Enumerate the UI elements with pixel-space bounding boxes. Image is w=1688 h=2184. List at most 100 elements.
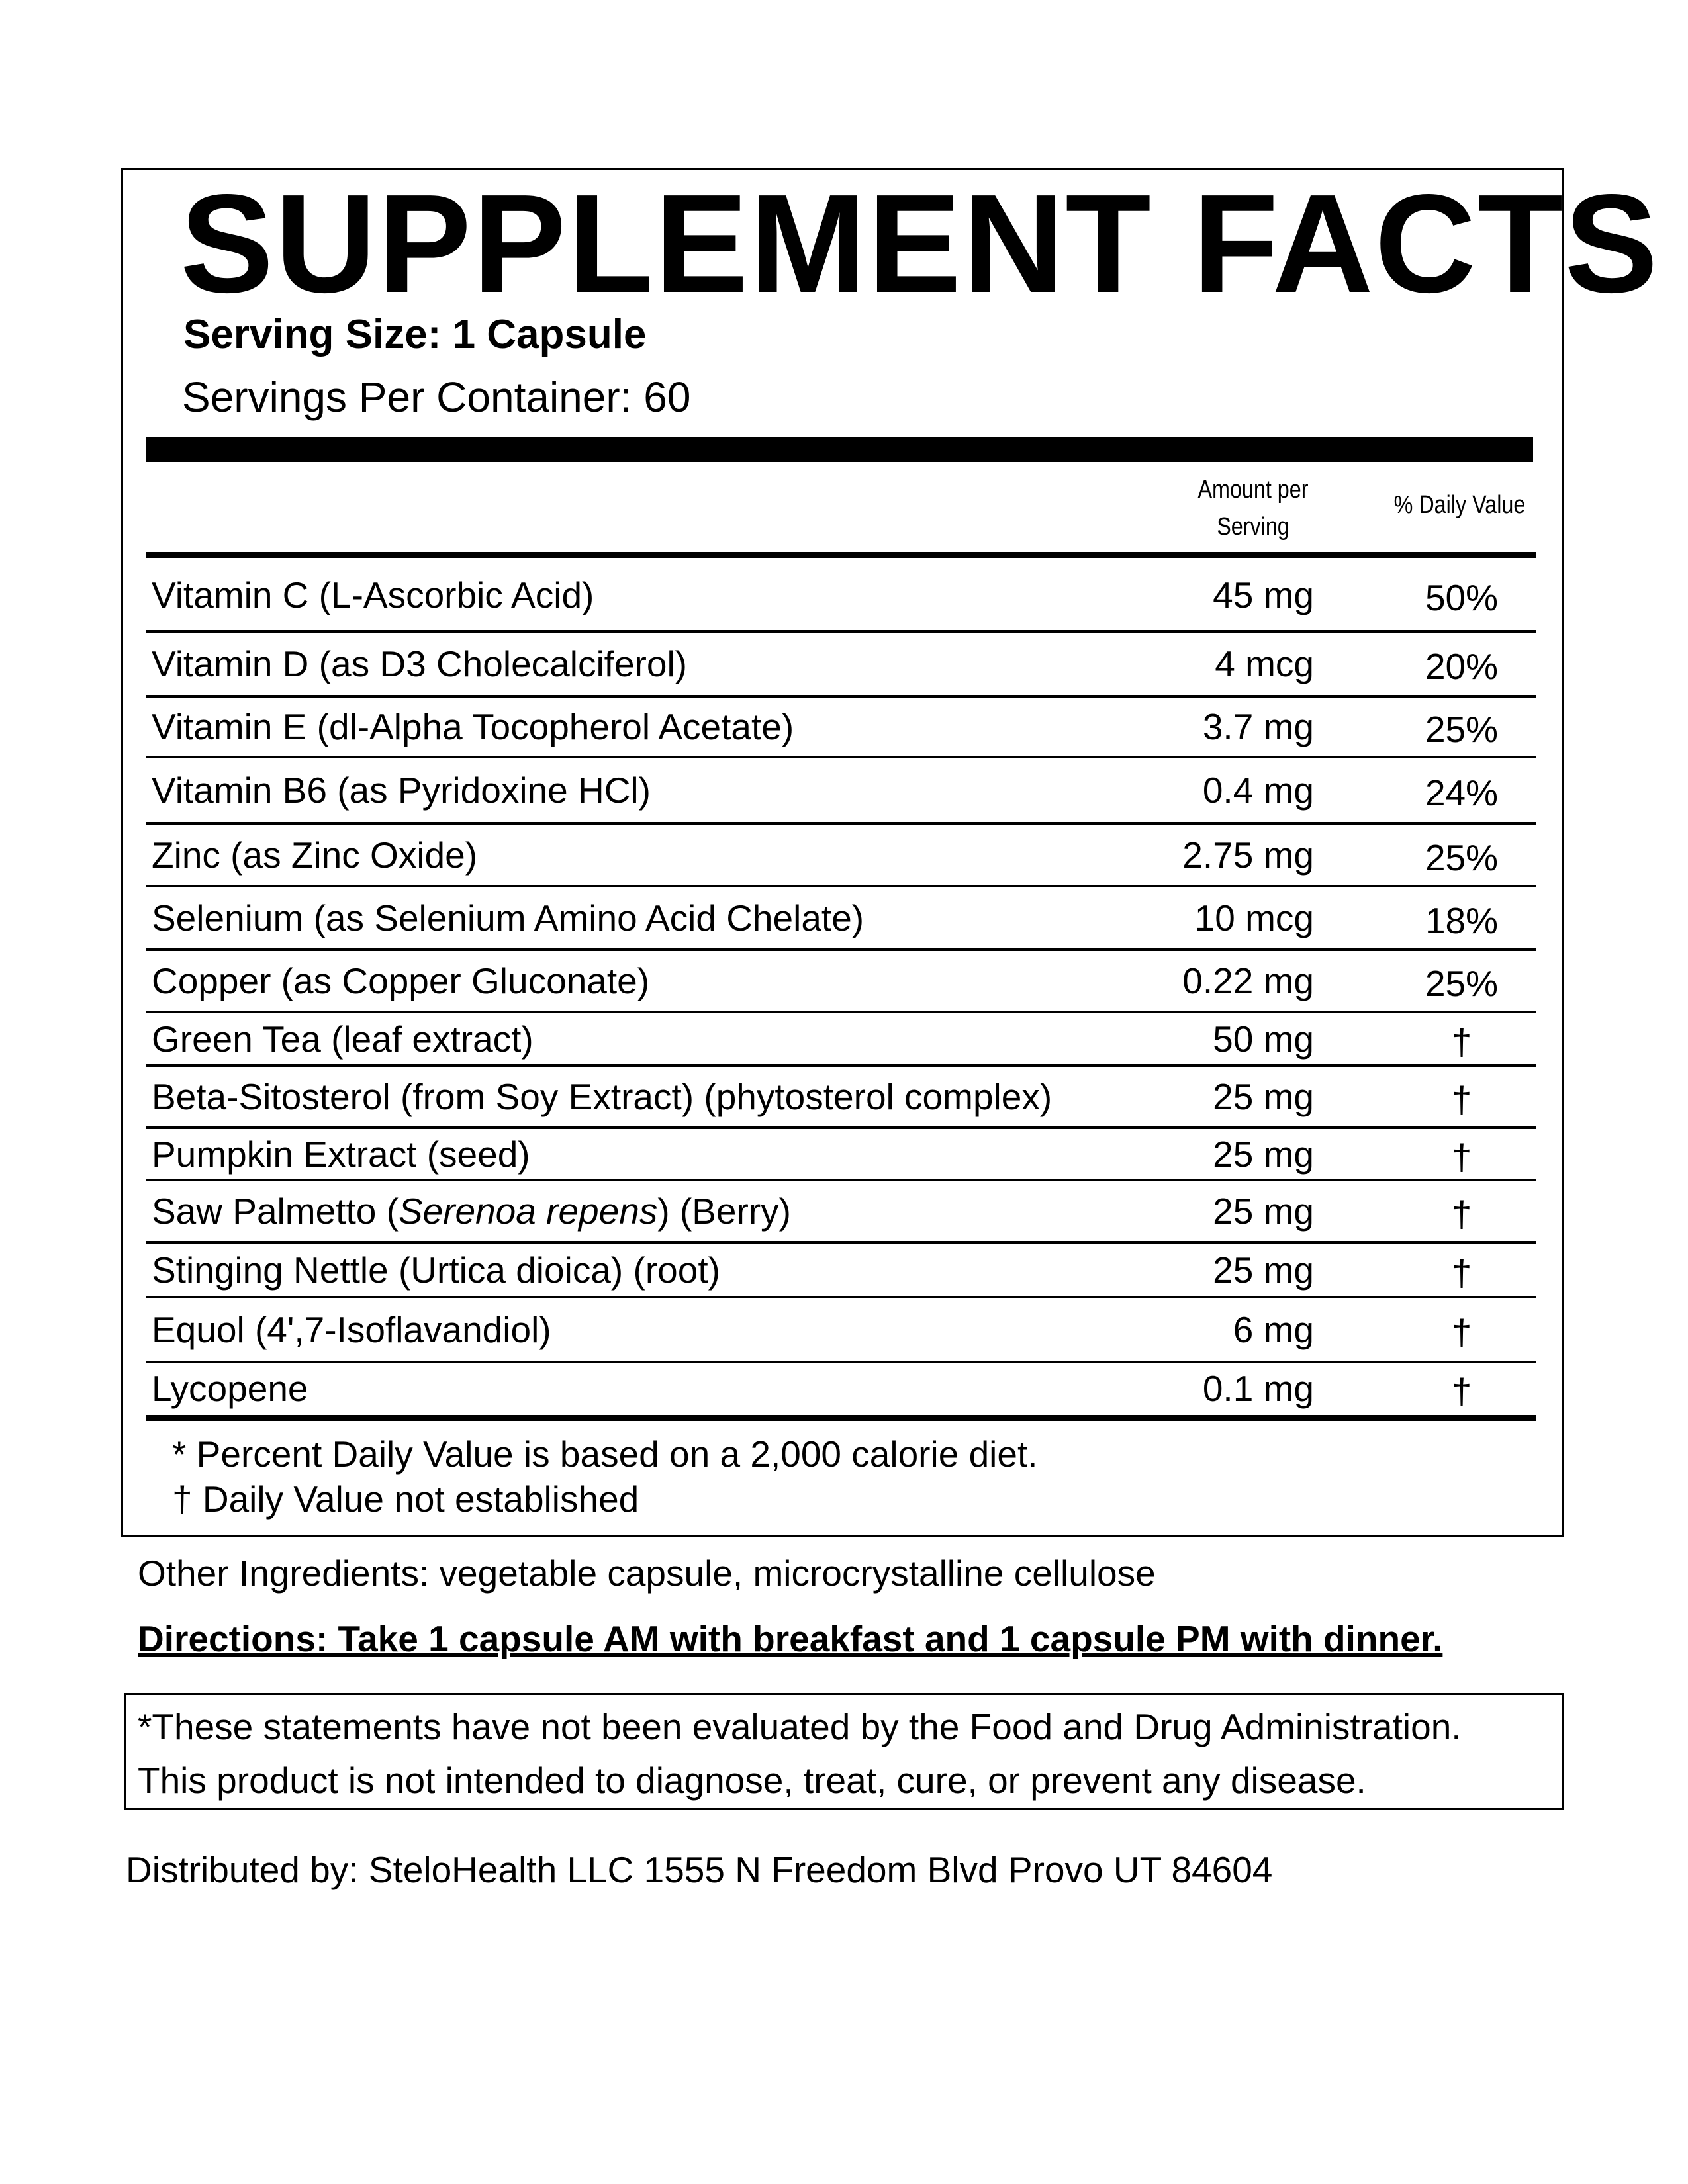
disclaimer-line-2: This product is not intended to diagnose… bbox=[138, 1760, 1366, 1801]
row-divider bbox=[146, 1296, 1536, 1298]
ingredient-name: Equol (4',7-Isoflavandiol) bbox=[152, 1308, 551, 1351]
table-row: Lycopene 0.1 mg † bbox=[146, 1362, 1536, 1415]
row-divider bbox=[146, 630, 1536, 633]
directions: Directions: Take 1 capsule AM with break… bbox=[138, 1618, 1443, 1659]
ingredient-name: Green Tea (leaf extract) bbox=[152, 1018, 534, 1060]
table-row: Vitamin E (dl-Alpha Tocopherol Acetate) 3… bbox=[146, 696, 1536, 757]
table-row: Saw Palmetto (Serenoa repens) (Berry) 25 … bbox=[146, 1180, 1536, 1242]
ingredient-name-suffix: ) (Berry) bbox=[657, 1191, 791, 1232]
table-row: Copper (as Copper Gluconate) 0.22 mg 25% bbox=[146, 950, 1536, 1012]
daily-value-percent: † bbox=[1451, 1193, 1472, 1234]
row-divider bbox=[146, 1064, 1536, 1067]
header-divider bbox=[146, 552, 1536, 558]
daily-value-percent: 25% bbox=[1425, 709, 1499, 750]
table-row: Beta-Sitosterol (from Soy Extract) (phyt… bbox=[146, 1066, 1536, 1128]
ingredient-name-text: Copper (as Copper Gluconate) bbox=[152, 960, 650, 1001]
ingredient-name-text: Equol (4',7-Isoflavandiol) bbox=[152, 1309, 551, 1350]
amount-per-serving: 25 mg bbox=[1213, 1134, 1314, 1175]
amount-per-serving: 6 mg bbox=[1233, 1309, 1314, 1350]
ingredient-name-text: Vitamin B6 (as Pyridoxine HCl) bbox=[152, 770, 651, 811]
amount-per-serving: 0.1 mg bbox=[1202, 1368, 1314, 1409]
ingredient-name: Copper (as Copper Gluconate) bbox=[152, 960, 649, 1002]
amount-per-serving-header: Amount per Serving bbox=[1197, 476, 1309, 541]
row-divider bbox=[146, 1241, 1536, 1244]
daily-value-percent: † bbox=[1451, 1136, 1472, 1177]
footnote-daily-value: * Percent Daily Value is based on a 2,00… bbox=[172, 1433, 1038, 1475]
daily-value-percent: 20% bbox=[1425, 646, 1499, 687]
panel-title: SUPPLEMENT FACTS bbox=[180, 165, 1660, 322]
amount-per-serving: 4 mcg bbox=[1215, 643, 1314, 684]
ingredient-name: Vitamin E (dl-Alpha Tocopherol Acetate) bbox=[152, 705, 794, 748]
distributor: Distributed by: SteloHealth LLC 1555 N F… bbox=[126, 1849, 1273, 1890]
amount-per-serving: 25 mg bbox=[1213, 1250, 1314, 1291]
disclaimer-box bbox=[124, 1693, 1564, 1810]
row-divider bbox=[146, 1126, 1536, 1129]
amount-per-serving: 0.4 mg bbox=[1202, 770, 1314, 811]
ingredient-name-text: Green Tea (leaf extract) bbox=[152, 1019, 534, 1060]
row-divider bbox=[146, 1361, 1536, 1363]
ingredient-name-text: Selenium (as Selenium Amino Acid Chelate… bbox=[152, 897, 865, 938]
ingredient-name: Vitamin C (L-Ascorbic Acid) bbox=[152, 574, 594, 616]
row-divider bbox=[146, 885, 1536, 887]
table-row: Vitamin D (as D3 Cholecalciferol) 4 mcg 20… bbox=[146, 631, 1536, 696]
amount-per-serving: 50 mg bbox=[1213, 1019, 1314, 1060]
ingredient-name: Beta-Sitosterol (from Soy Extract) (phyt… bbox=[152, 1075, 1052, 1118]
amount-per-serving: 3.7 mg bbox=[1202, 706, 1314, 747]
table-row: Zinc (as Zinc Oxide) 2.75 mg 25% bbox=[146, 823, 1536, 886]
row-divider bbox=[146, 948, 1536, 951]
row-divider bbox=[146, 1179, 1536, 1181]
daily-value-percent: † bbox=[1451, 1371, 1472, 1412]
row-divider bbox=[146, 1011, 1536, 1013]
daily-value-percent: † bbox=[1451, 1021, 1472, 1062]
ingredient-name: Vitamin B6 (as Pyridoxine HCl) bbox=[152, 769, 651, 811]
table-row: Vitamin B6 (as Pyridoxine HCl) 0.4 mg 24% bbox=[146, 757, 1536, 823]
ingredient-name: Lycopene bbox=[152, 1367, 308, 1410]
table-bottom-divider bbox=[146, 1415, 1536, 1421]
supplement-facts-panel bbox=[121, 168, 1564, 1537]
daily-value-header: % Daily Value bbox=[1393, 491, 1526, 519]
amount-per-serving: 10 mcg bbox=[1194, 897, 1314, 938]
row-divider bbox=[146, 822, 1536, 825]
daily-value-percent: 18% bbox=[1425, 900, 1499, 941]
ingredient-name-text: Vitamin C (L-Ascorbic Acid) bbox=[152, 574, 594, 615]
daily-value-percent: † bbox=[1451, 1079, 1472, 1120]
ingredient-name: Saw Palmetto (Serenoa repens) (Berry) bbox=[152, 1190, 791, 1232]
thick-divider bbox=[146, 437, 1533, 462]
table-row: Equol (4',7-Isoflavandiol) 6 mg † bbox=[146, 1297, 1536, 1362]
ingredient-name: Selenium (as Selenium Amino Acid Chelate… bbox=[152, 897, 864, 939]
amount-per-serving: 0.22 mg bbox=[1182, 960, 1314, 1001]
amount-per-serving: 25 mg bbox=[1213, 1191, 1314, 1232]
ingredient-name: Stinging Nettle (Urtica dioica) (root) bbox=[152, 1249, 720, 1291]
daily-value-percent: 24% bbox=[1425, 772, 1499, 813]
table-row: Selenium (as Selenium Amino Acid Chelate… bbox=[146, 886, 1536, 950]
disclaimer-line-1: *These statements have not been evaluate… bbox=[138, 1706, 1462, 1747]
row-divider bbox=[146, 756, 1536, 758]
ingredient-name-text: Lycopene bbox=[152, 1368, 308, 1409]
ingredient-name-text: Vitamin D (as D3 Cholecalciferol) bbox=[152, 643, 687, 684]
ingredient-name-text: Saw Palmetto ( bbox=[152, 1191, 399, 1232]
daily-value-percent: † bbox=[1451, 1312, 1472, 1353]
table-row: Pumpkin Extract (seed) 25 mg † bbox=[146, 1128, 1536, 1180]
ingredient-name-text: Beta-Sitosterol (from Soy Extract) (phyt… bbox=[152, 1076, 1053, 1117]
other-ingredients: Other Ingredients: vegetable capsule, mi… bbox=[138, 1553, 1156, 1594]
amount-per-serving: 45 mg bbox=[1213, 574, 1314, 615]
ingredient-latin-name: Serenoa repens bbox=[398, 1191, 658, 1232]
amount-per-serving: 2.75 mg bbox=[1182, 835, 1314, 876]
table-row: Vitamin C (L-Ascorbic Acid) 45 mg 50% bbox=[146, 558, 1536, 631]
row-divider bbox=[146, 695, 1536, 698]
table-row: Stinging Nettle (Urtica dioica) (root) 25… bbox=[146, 1242, 1536, 1297]
daily-value-percent: † bbox=[1451, 1252, 1472, 1293]
amount-per-serving: 25 mg bbox=[1213, 1076, 1314, 1117]
ingredient-name-text: Zinc (as Zinc Oxide) bbox=[152, 835, 478, 876]
ingredient-name: Zinc (as Zinc Oxide) bbox=[152, 834, 477, 876]
ingredient-name-text: Vitamin E (dl-Alpha Tocopherol Acetate) bbox=[152, 706, 794, 747]
table-row: Green Tea (leaf extract) 50 mg † bbox=[146, 1012, 1536, 1066]
daily-value-percent: 25% bbox=[1425, 837, 1499, 878]
daily-value-percent: 50% bbox=[1425, 577, 1499, 618]
ingredient-name-text: Pumpkin Extract (seed) bbox=[152, 1134, 530, 1175]
servings-per-container: Servings Per Container: 60 bbox=[182, 373, 691, 421]
serving-size: Serving Size: 1 Capsule bbox=[183, 312, 647, 357]
footnote-not-established: † Daily Value not established bbox=[172, 1479, 639, 1520]
ingredient-name-text: Stinging Nettle (Urtica dioica) (root) bbox=[152, 1250, 720, 1291]
ingredient-name: Pumpkin Extract (seed) bbox=[152, 1133, 530, 1175]
